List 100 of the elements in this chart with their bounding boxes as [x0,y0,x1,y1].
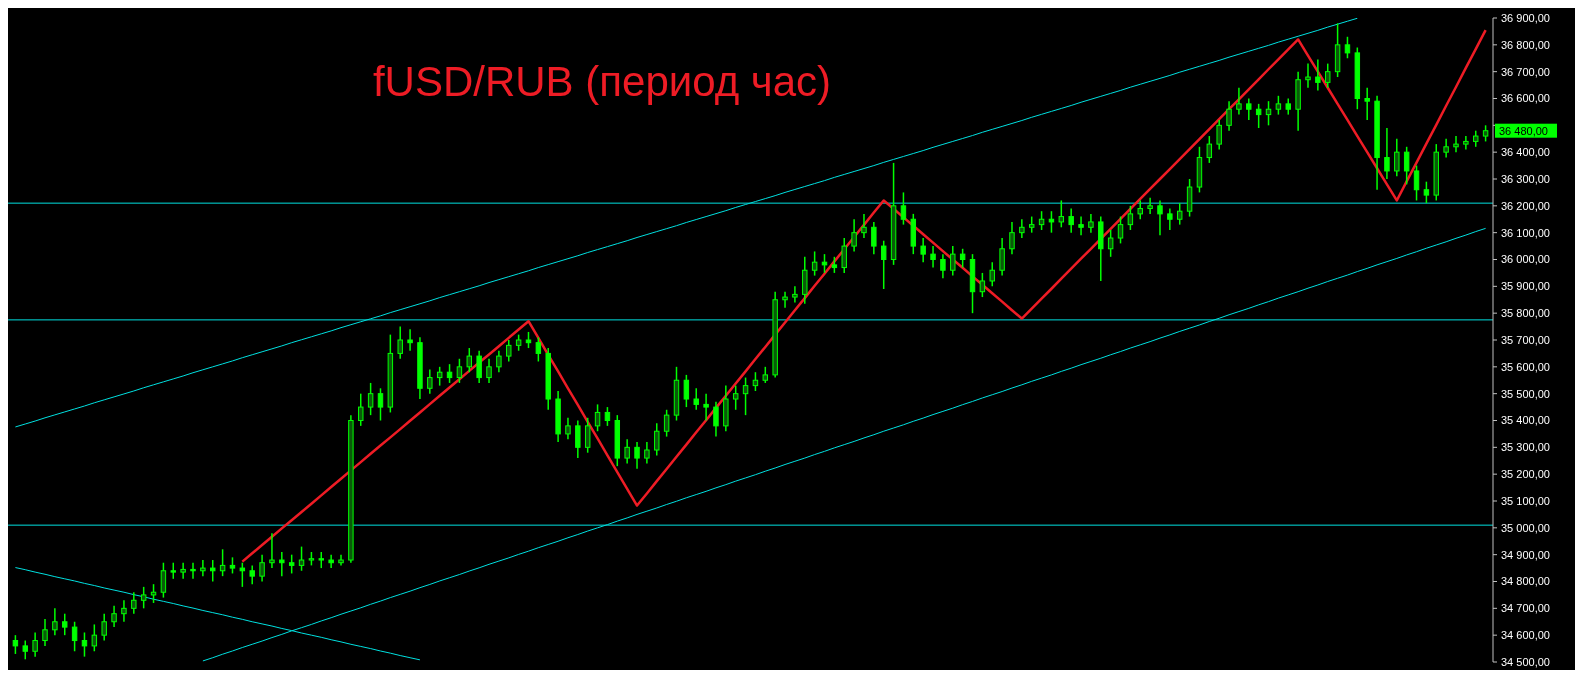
candlestick [594,403,601,432]
candlestick [1275,95,1282,116]
candlestick [624,438,630,465]
candlestick [1403,146,1410,186]
candlestick [180,561,186,580]
y-tick-label: 36 400,00 [1501,146,1550,159]
candlestick [377,387,384,422]
candlestick [900,191,907,226]
y-tick-label: 35 400,00 [1501,414,1550,427]
y-tick-label: 35 000,00 [1501,521,1550,534]
candlestick [851,218,857,253]
candlestick [358,392,364,427]
y-tick-label: 35 100,00 [1501,494,1550,507]
candlestick [663,409,670,438]
candlestick [782,290,788,309]
candlestick [792,285,798,304]
candlestick [565,417,571,441]
candlestick [427,368,433,395]
candlestick [683,374,690,408]
candlestick [1048,210,1055,234]
candlestick [160,561,167,599]
candlestick [693,387,699,411]
y-tick-label: 36 200,00 [1501,199,1550,212]
y-tick-label: 35 700,00 [1501,333,1550,346]
candlestick [1147,197,1153,215]
candlestick [269,532,275,569]
candlestick [1413,164,1420,202]
candlestick [1206,135,1213,164]
candlestick [1226,100,1232,132]
y-tick-label: 34 600,00 [1501,629,1550,642]
candlestick [62,612,68,636]
y-tick-label: 35 800,00 [1501,307,1550,320]
candlestick [654,422,660,457]
candlestick [959,248,966,269]
y-tick-label: 34 900,00 [1501,548,1550,561]
candlestick [999,237,1005,277]
y-tick-label: 35 200,00 [1501,468,1550,481]
candlestick [52,607,58,636]
candlestick [732,384,739,411]
candlestick [101,612,107,642]
candlestick [1443,138,1449,159]
y-tick-label: 36 700,00 [1501,65,1550,78]
candlestick [703,392,709,422]
candlestick [81,631,88,658]
candlestick [861,213,867,239]
candlestick [930,245,936,269]
candlestick [140,586,147,610]
candlestick [71,621,78,653]
candlestick [1463,135,1469,151]
candlestick [841,237,847,274]
y-tick-label: 35 500,00 [1501,387,1550,400]
candlestick [1167,207,1173,231]
candlestick [1246,97,1252,121]
y-tick-label: 35 300,00 [1501,441,1550,454]
candlestick [436,366,443,387]
candlestick [1364,87,1370,121]
candlestick [279,551,285,577]
candlestick [634,441,640,470]
candlestick [1117,215,1124,245]
candlestick [91,623,98,653]
candlestick [210,559,216,583]
candlestick [811,250,818,277]
candlestick [190,561,196,580]
candlestick [940,253,946,280]
candlestick [1423,180,1430,204]
candlestick [1344,36,1351,59]
candlestick [150,583,157,604]
candlestick [328,553,334,569]
candlestick [1453,135,1459,153]
candlestick [506,339,512,363]
candlestick [1255,103,1262,129]
candlestick [22,639,28,661]
candlestick [496,349,502,373]
candlestick [742,376,749,416]
candlestick [1394,138,1400,178]
candlestick [989,261,995,288]
y-tick-label: 36 600,00 [1501,92,1550,105]
candlestick [298,545,305,572]
candlestick [466,347,473,373]
candlestick [397,325,403,360]
candlestick [200,559,206,577]
candlestick [131,591,137,615]
candlestick [1078,215,1084,237]
y-tick-label: 35 600,00 [1501,360,1550,373]
candlestick [456,358,463,384]
y-tick-label: 34 700,00 [1501,602,1550,615]
y-tick-label: 36 100,00 [1501,226,1550,239]
candlestick [476,349,482,384]
candlestick [1236,87,1242,116]
candlestick [1088,213,1094,234]
text: fUSD/RUB (период час) [372,58,832,105]
candlestick [1216,119,1222,151]
candlestick [535,336,542,363]
candlestick [880,239,887,290]
candlestick [1058,199,1065,229]
candlestick [920,237,926,263]
candlestick [604,406,611,427]
candlestick [407,328,413,352]
candlestick [1177,202,1183,226]
y-tick-label: 36 900,00 [1501,11,1550,24]
